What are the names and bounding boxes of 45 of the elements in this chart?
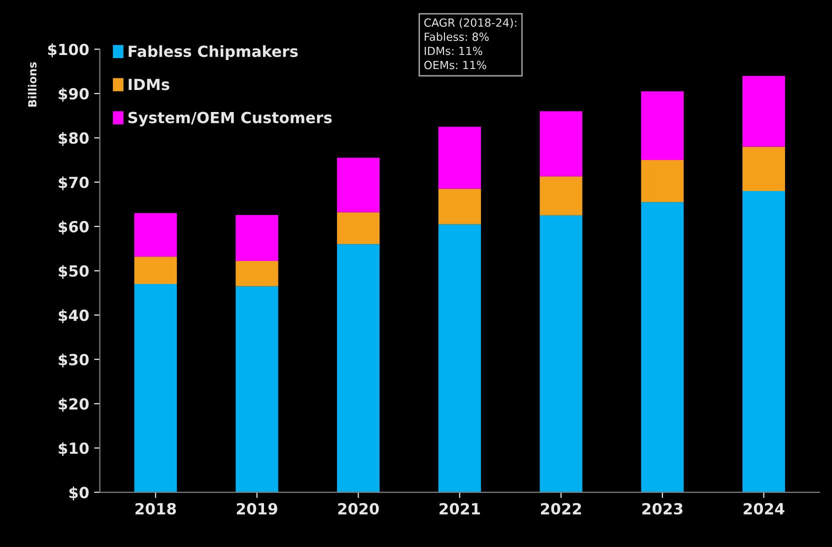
bar [438, 126, 481, 189]
y-tick-label: $20 [58, 398, 89, 412]
bar [134, 284, 177, 492]
x-tick-label: 2020 [338, 502, 379, 515]
bar [641, 91, 684, 160]
bar [236, 286, 278, 492]
annotation: Fabless: 8% IDMs: 11% OEMs: 11% [424, 32, 489, 70]
x-tick-label: 2018 [136, 502, 176, 515]
bar [641, 160, 684, 202]
x-tick-label: 2024 [744, 502, 784, 515]
bar [540, 215, 582, 492]
text: CAGR (2018-24): [424, 18, 516, 28]
bar [438, 224, 481, 492]
y-tick-label: $100 [48, 43, 89, 58]
y-tick-label: $60 [58, 220, 89, 235]
bar [134, 256, 177, 284]
legend-label: System/OEM Customers [128, 112, 332, 126]
x-tick-label: 2023 [642, 502, 682, 515]
bar [236, 261, 278, 286]
legend-label: IDMs [128, 78, 170, 90]
bar [641, 202, 684, 492]
bar [236, 214, 278, 262]
bar [134, 213, 177, 257]
bar [337, 244, 380, 492]
y-tick-label: $0 [69, 486, 89, 500]
x-tick-label: 2019 [236, 502, 278, 515]
y-tick-label: $50 [58, 264, 89, 279]
y-tick-label: $70 [58, 176, 89, 190]
y-tick-label: $80 [58, 132, 89, 146]
y-tick-label: $90 [58, 88, 89, 102]
bar [337, 158, 380, 212]
x-tick-label: 2021 [440, 502, 480, 515]
legend-label: Fabless Chipmakers [128, 45, 298, 60]
bar [742, 76, 786, 147]
bar [540, 176, 582, 216]
y-tick-label: $30 [58, 354, 89, 368]
bar [337, 212, 380, 244]
y-tick-label: $40 [58, 309, 89, 324]
x-tick-label: 2022 [540, 502, 581, 515]
y-tick-label: $10 [58, 442, 89, 456]
bar [742, 191, 786, 492]
bar [540, 111, 582, 176]
bar [438, 188, 481, 224]
bar [742, 146, 786, 192]
y-axis-title: Billions [28, 62, 37, 107]
